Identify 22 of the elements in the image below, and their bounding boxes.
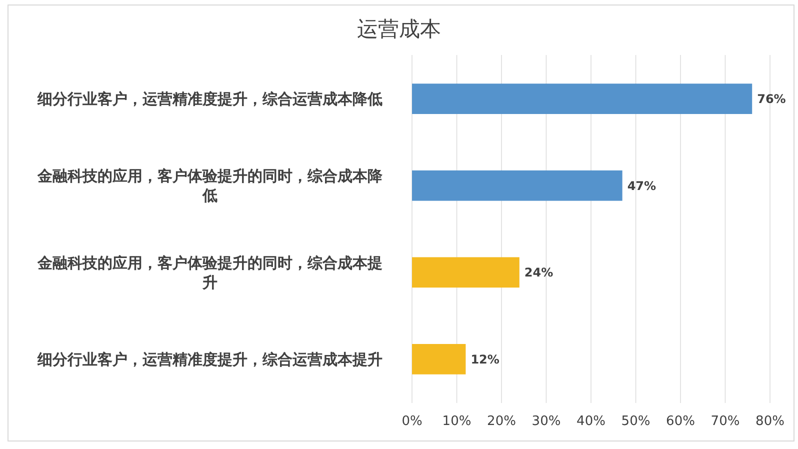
x-tick-label: 60%	[666, 414, 695, 429]
bar	[412, 170, 622, 201]
x-tick-label: 30%	[532, 414, 561, 429]
x-tick-label: 10%	[442, 414, 472, 429]
data-label: 47%	[627, 178, 656, 193]
x-tick-label: 20%	[487, 414, 516, 429]
x-tick-label: 40%	[576, 414, 606, 429]
data-label: 76%	[757, 92, 786, 106]
data-label: 24%	[524, 266, 554, 280]
y-tick-label: 细分行业客户，运营精准度提升，综合运营成本提升	[36, 350, 382, 368]
bar	[412, 344, 466, 374]
y-tick-label: 金融科技的应用，客户体验提升的同时，综合成本降低	[36, 167, 384, 205]
x-tick-label: 50%	[621, 414, 650, 429]
x-tick-label: 80%	[756, 414, 784, 429]
data-label: 12%	[470, 352, 500, 366]
y-tick-label: 金融科技的应用，客户体验提升的同时，综合成本提升	[36, 254, 382, 292]
chart-title: 运营成本	[357, 17, 441, 41]
y-tick-label: 细分行业客户，运营精准度提升，综合运营成本降低	[36, 90, 382, 108]
x-tick-label: 70%	[710, 414, 740, 429]
bar	[412, 257, 520, 288]
x-tick-label: 0%	[402, 414, 422, 429]
bar	[412, 84, 752, 114]
